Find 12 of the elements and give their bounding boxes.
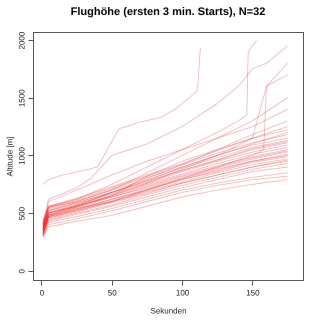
x-tick-label: 0 (40, 288, 45, 298)
y-tick-label: 500 (18, 206, 26, 220)
x-tick-label: 100 (176, 288, 190, 298)
y-tick-label: 1000 (18, 146, 26, 165)
x-tick-label: 150 (246, 288, 260, 298)
y-tick-label: 0 (18, 268, 26, 274)
y-tick-label: 1500 (18, 88, 26, 108)
x-tick-label: 50 (108, 288, 118, 298)
y-tick-label: 2000 (18, 31, 26, 50)
x-axis-title: Sekunden (150, 306, 187, 316)
chart-title: Flughöhe (ersten 3 min. Starts), N=32 (70, 6, 266, 18)
y-axis-title: Altitude [m] (6, 136, 14, 177)
